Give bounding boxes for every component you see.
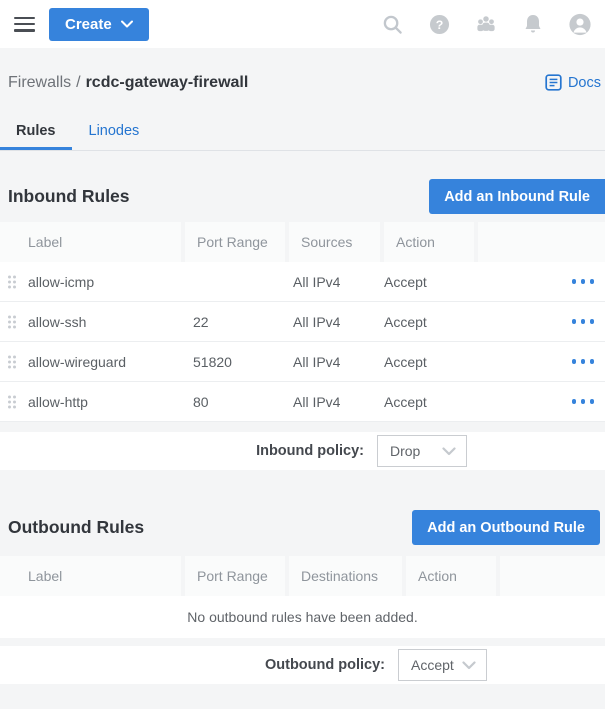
breadcrumb: Firewalls / rcdc-gateway-firewall Docs (0, 48, 605, 94)
page-title: rcdc-gateway-firewall (85, 73, 249, 91)
outbound-table-header: Label Port Range Destinations Action (0, 556, 605, 596)
rule-action: Accept (384, 313, 427, 330)
docs-icon (545, 74, 562, 91)
rule-action: Accept (384, 393, 427, 410)
rule-port: 51820 (193, 353, 232, 370)
inbound-policy-value: Drop (390, 443, 421, 459)
inbound-rules-title: Inbound Rules (8, 186, 130, 206)
rule-action: Accept (384, 353, 427, 370)
docs-link-label: Docs (567, 74, 601, 91)
rule-port: 80 (193, 393, 209, 410)
table-row: allow-wireguard 51820 All IPv4 Accept (0, 342, 605, 382)
drag-handle-icon[interactable] (8, 395, 16, 408)
create-button-label: Create (65, 15, 112, 33)
rule-label: allow-http (28, 393, 88, 410)
column-header-port-range[interactable]: Port Range (185, 222, 285, 262)
row-actions-menu-icon[interactable] (571, 355, 594, 368)
chevron-down-icon (442, 446, 456, 455)
outbound-policy-row: Outbound policy: Accept (0, 646, 605, 684)
menu-icon[interactable] (14, 16, 35, 32)
svg-text:?: ? (435, 17, 443, 31)
rule-port: 22 (193, 313, 209, 330)
breadcrumb-firewalls-link[interactable]: Firewalls (8, 73, 72, 91)
chevron-down-icon (120, 20, 133, 28)
outbound-policy-select[interactable]: Accept (398, 649, 487, 681)
column-header-destinations[interactable]: Destinations (289, 556, 402, 596)
create-button[interactable]: Create (49, 7, 149, 41)
rule-action: Accept (384, 273, 427, 290)
outbound-empty-message: No outbound rules have been added. (0, 596, 605, 638)
rule-label: allow-icmp (28, 273, 95, 290)
inbound-policy-select[interactable]: Drop (377, 435, 467, 467)
tab-bar: Rules Linodes (0, 113, 605, 151)
rule-sources: All IPv4 (293, 313, 341, 330)
notifications-icon[interactable] (522, 13, 544, 35)
app-bar: Create ? (0, 0, 605, 48)
column-header-sources[interactable]: Sources (289, 222, 380, 262)
outbound-rules-title: Outbound Rules (8, 517, 145, 537)
rule-label: allow-wireguard (28, 353, 127, 370)
tab-rules[interactable]: Rules (0, 113, 72, 150)
chevron-down-icon (462, 660, 476, 669)
table-row: allow-ssh 22 All IPv4 Accept (0, 302, 605, 342)
search-icon[interactable] (381, 13, 403, 35)
row-actions-menu-icon[interactable] (571, 275, 594, 288)
column-header-port-range[interactable]: Port Range (185, 556, 285, 596)
avatar[interactable] (569, 13, 591, 35)
community-icon[interactable] (475, 13, 497, 35)
inbound-policy-row: Inbound policy: Drop (0, 432, 605, 470)
inbound-section-header: Inbound Rules Add an Inbound Rule (0, 179, 605, 214)
column-header-action[interactable]: Action (406, 556, 496, 596)
help-icon[interactable]: ? (428, 13, 450, 35)
table-row: allow-icmp All IPv4 Accept (0, 262, 605, 302)
outbound-policy-value: Accept (411, 657, 454, 673)
add-inbound-rule-button[interactable]: Add an Inbound Rule (429, 179, 605, 214)
tab-linodes[interactable]: Linodes (88, 123, 140, 139)
inbound-rules-table: allow-icmp All IPv4 Accept allow-ssh 22 … (0, 262, 605, 422)
row-actions-menu-icon[interactable] (571, 395, 594, 408)
rule-label: allow-ssh (28, 313, 87, 330)
breadcrumb-separator: / (76, 73, 81, 91)
drag-handle-icon[interactable] (8, 355, 16, 368)
table-row: allow-http 80 All IPv4 Accept (0, 382, 605, 422)
drag-handle-icon[interactable] (8, 315, 16, 328)
inbound-table-header: Label Port Range Sources Action (0, 222, 605, 262)
row-actions-menu-icon[interactable] (571, 315, 594, 328)
column-header-label[interactable]: Label (0, 222, 181, 262)
rule-sources: All IPv4 (293, 273, 341, 290)
column-header-label[interactable]: Label (0, 556, 181, 596)
rule-sources: All IPv4 (293, 393, 341, 410)
outbound-section-header: Outbound Rules Add an Outbound Rule (0, 510, 605, 545)
drag-handle-icon[interactable] (8, 275, 16, 288)
column-header-action[interactable]: Action (384, 222, 474, 262)
add-outbound-rule-button[interactable]: Add an Outbound Rule (412, 510, 600, 545)
outbound-policy-label: Outbound policy: (264, 657, 385, 673)
rule-sources: All IPv4 (293, 353, 341, 370)
docs-link[interactable]: Docs (545, 74, 601, 91)
inbound-policy-label: Inbound policy: (256, 443, 364, 459)
